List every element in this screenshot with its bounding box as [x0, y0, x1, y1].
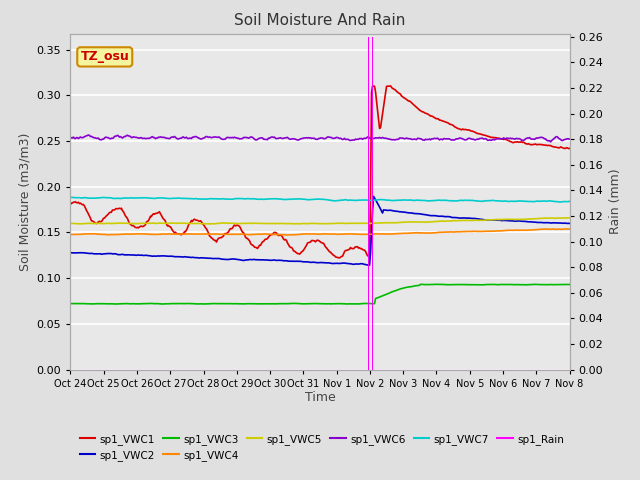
Text: TZ_osu: TZ_osu: [81, 50, 129, 63]
Legend: sp1_VWC1, sp1_VWC2, sp1_VWC3, sp1_VWC4, sp1_VWC5, sp1_VWC6, sp1_VWC7, sp1_Rain: sp1_VWC1, sp1_VWC2, sp1_VWC3, sp1_VWC4, …: [76, 430, 568, 465]
X-axis label: Time: Time: [305, 391, 335, 405]
Title: Soil Moisture And Rain: Soil Moisture And Rain: [234, 13, 406, 28]
Y-axis label: Rain (mm): Rain (mm): [609, 169, 622, 234]
Y-axis label: Soil Moisture (m3/m3): Soil Moisture (m3/m3): [18, 132, 31, 271]
